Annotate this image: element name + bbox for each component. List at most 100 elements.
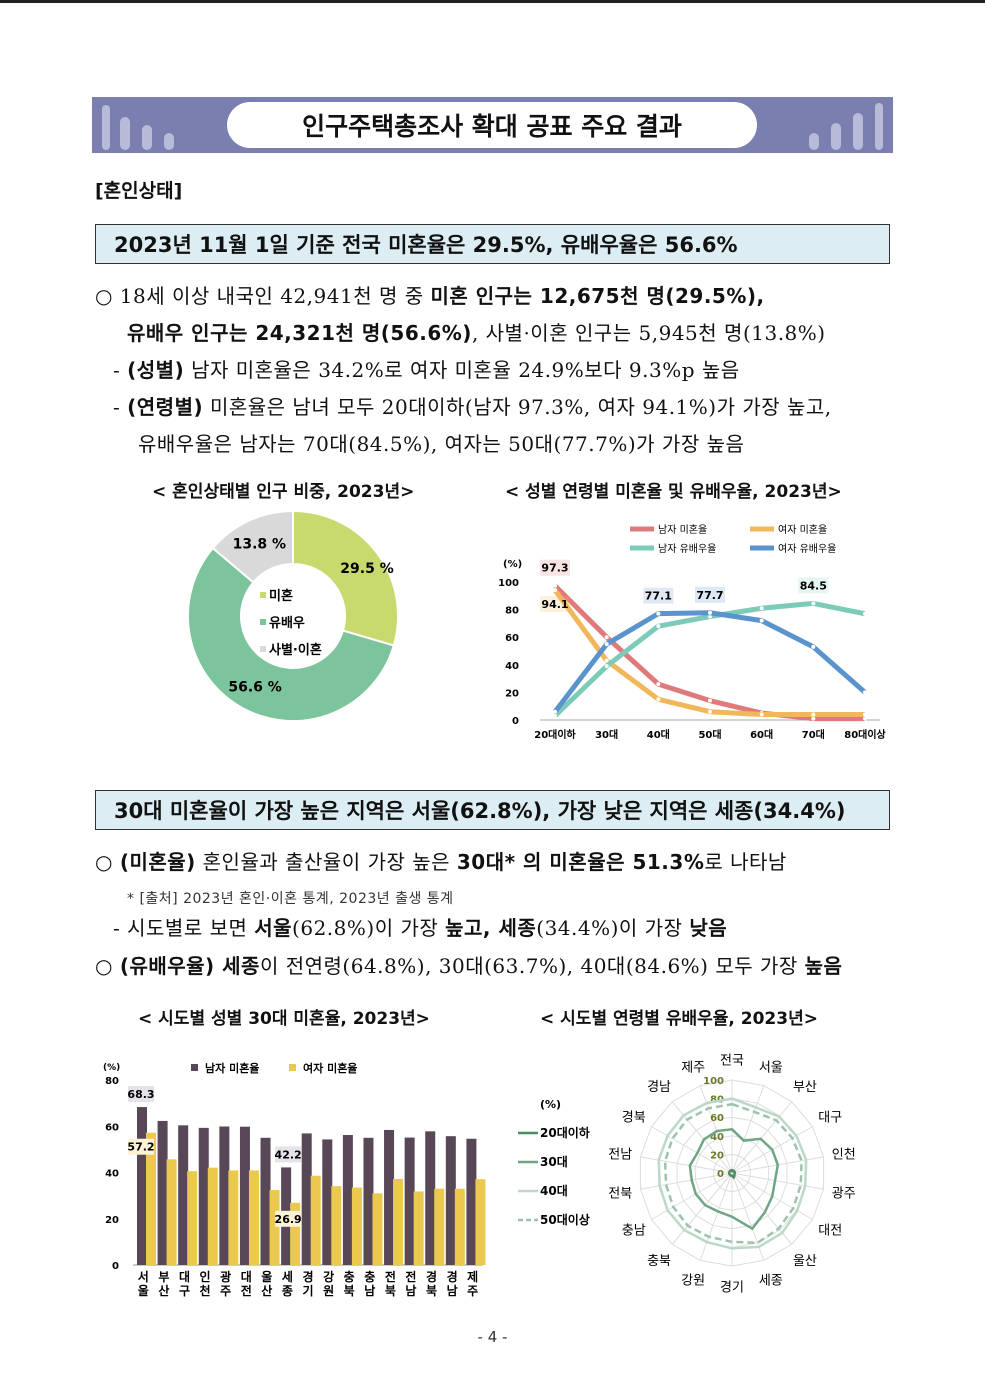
body-line: - 시도별로 보면 서울(62.8%)이 가장 높고, 세종(34.4%)이 가…	[113, 912, 727, 941]
data-point	[656, 682, 661, 687]
axis-label: 부산	[793, 1080, 817, 1095]
y-tick: 100	[498, 578, 519, 589]
data-point	[604, 664, 609, 669]
axis-label: 서울	[759, 1060, 783, 1075]
data-point	[811, 712, 816, 717]
bar	[445, 1136, 456, 1265]
body-line: - (연령별) 미혼율은 남녀 모두 20대이하(남자 97.3%, 여자 94…	[113, 391, 832, 420]
bar	[372, 1193, 383, 1265]
series-line	[688, 1127, 780, 1231]
x-tick: 60대	[750, 728, 773, 741]
axis-label: 경남	[647, 1080, 671, 1095]
text-run: ○	[95, 954, 120, 978]
data-point	[553, 713, 557, 718]
bar	[322, 1139, 333, 1265]
x-tick-char: 강	[323, 1270, 334, 1284]
x-tick-char: 대	[241, 1270, 252, 1284]
data-label-bg	[275, 1146, 302, 1163]
pie-slice	[187, 546, 396, 722]
bar	[198, 1127, 209, 1265]
text-run: - 시도별로 보면	[113, 916, 255, 940]
data-point	[759, 606, 764, 611]
data-point	[811, 716, 816, 721]
y-axis-unit: (%)	[503, 559, 522, 570]
data-label: 57.2	[127, 1141, 154, 1154]
axis-label: 대전	[818, 1224, 842, 1239]
data-label-bg	[540, 596, 570, 613]
bar	[290, 1202, 301, 1265]
spoke	[699, 1085, 733, 1174]
bar	[342, 1135, 353, 1265]
text-run: 높고, 세종	[445, 916, 537, 940]
legend-swatch	[260, 619, 266, 625]
data-point	[656, 697, 661, 702]
axis-label: 충남	[622, 1224, 646, 1239]
legend-label: 유배우	[269, 615, 305, 631]
x-tick: 20대이하	[534, 728, 576, 741]
text-run: 이 전연령(64.8%), 30대(63.7%), 40대(84.6%) 모두 …	[259, 954, 805, 978]
x-tick-char: 울	[261, 1270, 272, 1284]
data-label-bg	[643, 587, 674, 604]
text-run: ○	[95, 850, 120, 874]
bar	[310, 1175, 321, 1265]
legend-label: 사별·이혼	[269, 642, 322, 658]
body-line: - (성별) 남자 미혼율은 34.2%로 여자 미혼율 24.9%보다 9.3…	[113, 354, 740, 383]
radar-chart-title: < 시도별 연령별 유배우율, 2023년>	[540, 1009, 818, 1029]
data-point	[553, 709, 557, 714]
text-run: (62.8%)이 가장	[292, 916, 446, 940]
text-run: (연령별)	[127, 395, 204, 419]
x-tick-char: 경	[302, 1270, 313, 1284]
text-run: -	[113, 395, 128, 419]
y-tick: 20	[105, 1215, 119, 1226]
text-run: 로 나타남	[704, 850, 787, 874]
data-label: 97.3	[541, 562, 568, 575]
body-line: ○ (미혼율) 혼인율과 출산율이 가장 높은 30대* 의 미혼율은 51.3…	[95, 846, 787, 875]
y-tick: 0	[512, 716, 519, 727]
text-run: 서울	[254, 916, 293, 940]
x-tick-char: 광	[220, 1269, 231, 1284]
r-tick: 0	[717, 1169, 724, 1180]
title-banner: 인구주택총조사 확대 공표 주요 결과	[92, 97, 893, 153]
x-tick-char: 경	[426, 1270, 437, 1284]
line-chart: (%) 0 20 40 60 80 100 20대이하 30대 40대 50대 60대 70대 80대이상…	[498, 523, 886, 741]
data-label-bg	[128, 1086, 154, 1103]
legend-label: 40대	[540, 1184, 568, 1198]
x-tick-char: 경	[447, 1270, 458, 1284]
x-tick-char: 인	[200, 1269, 211, 1284]
axis-label: 전북	[608, 1187, 632, 1202]
bar	[466, 1138, 477, 1265]
axis-label: 제주	[681, 1060, 705, 1075]
data-point	[811, 601, 816, 606]
bar	[166, 1159, 177, 1265]
r-tick: 60	[710, 1113, 724, 1124]
bar	[187, 1171, 198, 1265]
legend-swatch	[289, 1064, 296, 1071]
data-label-bg	[540, 559, 570, 576]
page-title: 인구주택총조사 확대 공표 주요 결과	[227, 102, 757, 148]
legend-label: 남자 미혼율	[658, 523, 707, 536]
x-tick: 80대이상	[844, 728, 886, 741]
y-tick: 40	[105, 1169, 119, 1180]
y-tick: 0	[112, 1261, 119, 1272]
series-line	[657, 1097, 808, 1250]
legend-swatch	[260, 592, 266, 598]
x-tick-char: 충	[344, 1269, 355, 1284]
spoke	[671, 1172, 733, 1245]
bar	[146, 1132, 156, 1265]
text-run: -	[113, 358, 128, 382]
data-label: 84.5	[800, 579, 827, 592]
text-run: (성별)	[127, 358, 185, 382]
unit-label: (%)	[540, 1098, 561, 1111]
data-point	[604, 635, 609, 640]
x-tick-char: 기	[302, 1283, 313, 1298]
